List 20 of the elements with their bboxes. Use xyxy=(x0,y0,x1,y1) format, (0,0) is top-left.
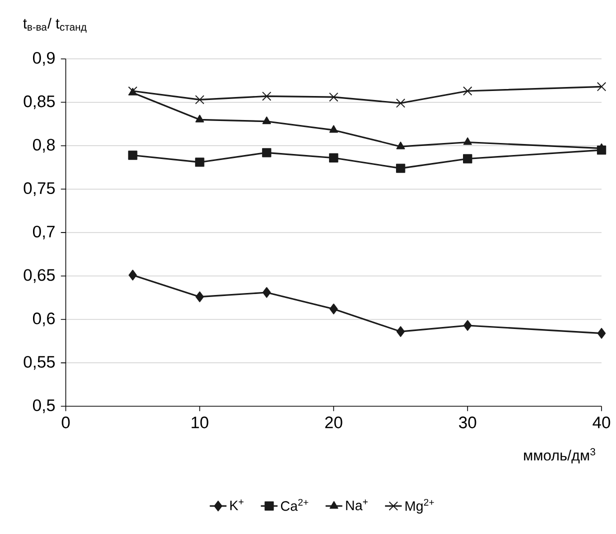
legend-label: Mg$^{2+}$ xyxy=(406,499,434,514)
x-tick-label: 0 xyxy=(62,416,70,428)
x-tick-label: 30 xyxy=(458,416,476,428)
x-tick-label: 10 xyxy=(192,416,208,428)
x-tick-label: 20 xyxy=(325,416,342,428)
y-axis-title: t$_{в-ва}$/ t$_{станд}$ xyxy=(23,18,87,33)
y-tick-label: 0,5 xyxy=(32,399,55,414)
y-tick-label: 0,9 xyxy=(32,52,55,66)
y-tick-label: 0,6 xyxy=(32,312,55,326)
y-tick-label: 0,55 xyxy=(24,356,55,370)
x-tick-label: 40 xyxy=(592,416,610,428)
legend-label: K$^{+}$ xyxy=(230,500,244,510)
y-tick-label: 0,75 xyxy=(24,182,55,196)
y-tick-label: 0,85 xyxy=(24,96,55,110)
y-tick-label: 0,65 xyxy=(24,269,55,283)
legend-label: Ca$^{2+}$ xyxy=(280,499,308,511)
x-axis-title: ммоль/дм$^{3}$ xyxy=(524,448,596,464)
legend-label: Na$^{+}$ xyxy=(346,500,368,510)
y-tick-label: 0,8 xyxy=(32,138,55,153)
y-tick-label: 0,7 xyxy=(32,226,55,240)
